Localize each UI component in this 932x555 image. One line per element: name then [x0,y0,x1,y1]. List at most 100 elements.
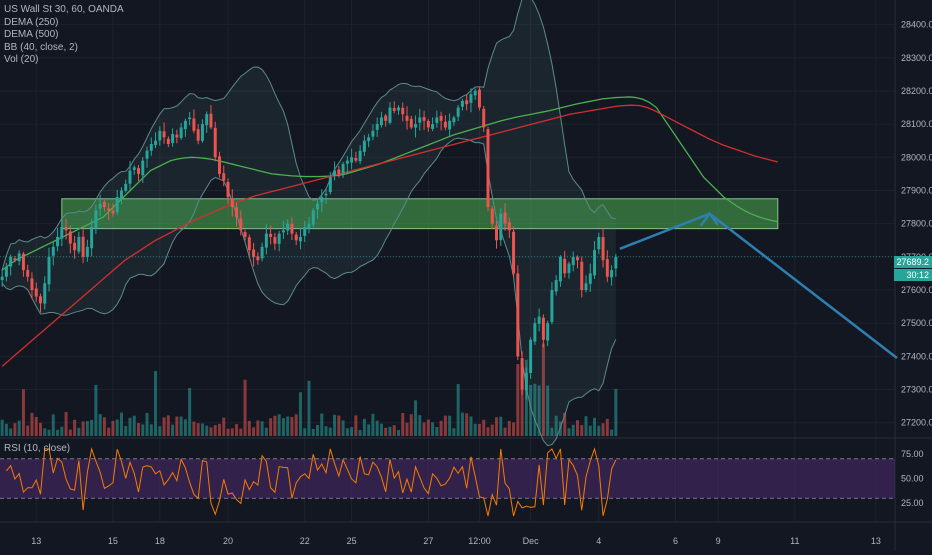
candle-body [384,115,388,121]
volume-bar [183,419,187,436]
candle-body [51,246,55,256]
volume-bar [286,416,290,436]
candle-body [388,107,392,123]
candle-body [401,107,405,115]
candle-body [226,181,230,198]
rsi-legend[interactable]: RSI (10, close) [4,443,71,454]
candle-body [362,140,366,152]
candle-body [34,288,38,297]
volume-bar [149,424,153,436]
candle-body [550,290,554,323]
volume-bar [119,412,123,436]
candle-body [43,283,47,304]
volume-bar [166,415,170,436]
volume-bar [431,422,435,436]
volume-bar [486,427,490,436]
candle-body [439,115,443,121]
volume-bar [371,413,375,436]
volume-bar [269,418,273,436]
candle-body [477,89,481,108]
candle-body [102,201,106,208]
candle-body [243,232,247,237]
volume-bar [188,387,192,436]
candle-body [247,237,251,251]
candle-body [200,124,204,141]
volume-bar [469,416,473,436]
volume-bar [217,423,221,436]
indicator-bb[interactable]: BB (40, close, 2) [4,41,78,53]
rsi-tick-label: 25.00 [901,498,924,508]
time-tick-label: 13 [871,536,881,546]
price-tick-label: 27200.00 [901,418,932,428]
volume-bar [102,417,106,436]
candle-body [571,256,575,266]
candle-body [162,131,166,138]
volume-bar [409,414,413,436]
candle-body [217,156,221,174]
candle-body [375,124,379,130]
indicator-dema500[interactable]: DEMA (500) [4,29,59,40]
volume-bar [247,420,251,436]
volume-bar [414,400,418,436]
candle-body [341,163,345,174]
candle-body [222,173,226,181]
candle-body [73,242,77,251]
candle-body [56,236,60,247]
volume-bar [520,379,524,436]
candle-body [503,212,507,224]
rsi-tick-label: 50.00 [901,474,924,484]
volume-bar [610,429,614,436]
volume-bar [499,416,503,436]
candle-body [490,208,494,224]
volume-bar [350,427,354,436]
candle-body [192,118,196,131]
volume-bar [426,419,430,436]
candle-body [239,218,243,231]
indicator-dema250[interactable]: DEMA (250) [4,16,59,28]
time-tick-label: 13 [31,536,41,546]
candle-body [379,117,383,126]
candle-body [115,197,119,212]
volume-bar [507,420,511,436]
volume-bar [333,414,337,436]
volume-bar [328,427,332,436]
candle-body [47,256,51,285]
candle-body [13,258,17,261]
candle-body [546,323,550,341]
volume-bar [439,420,443,436]
candle-body [183,120,187,130]
indicator-legend[interactable]: US Wall St 30, 60, OANDA DEMA (250) DEMA… [4,4,124,67]
candle-body [605,259,609,277]
candle-body [154,140,158,146]
volume-bar [73,419,77,436]
candle-body [303,226,307,236]
volume-bar [209,427,213,436]
price-tick-label: 27900.00 [901,185,932,195]
time-tick-label: 25 [347,536,357,546]
volume-bar [367,424,371,436]
volume-bar [132,415,136,436]
dema500-line [1,104,778,367]
volume-bar [571,424,575,436]
volume-bar [90,419,94,436]
candle-body [486,129,490,208]
indicator-vol[interactable]: Vol (20) [4,54,39,65]
price-tick-label: 27800.00 [901,219,932,229]
symbol-title[interactable]: US Wall St 30, 60, OANDA [4,4,124,15]
candle-body [213,127,217,158]
volume-bar [465,413,469,436]
volume-bar [252,427,256,436]
candle-body [435,117,439,123]
volume-bar [60,426,64,436]
volume-bar [311,428,315,436]
volume-bar [435,426,439,436]
time-tick-label: 4 [596,536,601,546]
volume-bar [294,414,298,436]
candle-body [141,160,145,176]
candle-body [337,169,341,174]
candle-body [473,90,477,96]
candle-body [68,231,72,244]
candle-body [316,203,320,210]
